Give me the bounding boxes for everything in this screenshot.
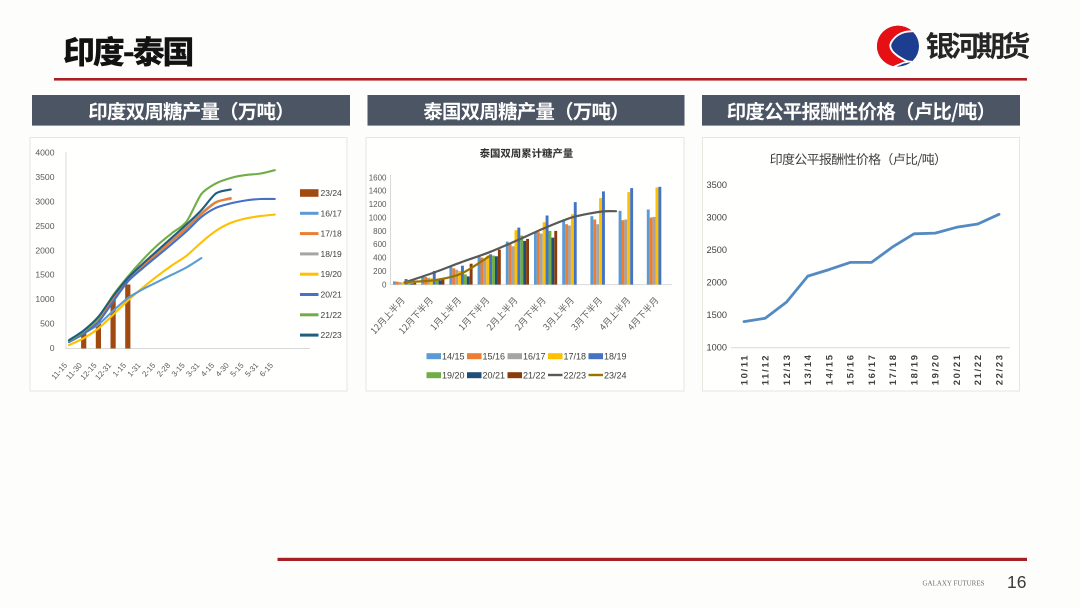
- svg-text:1000: 1000: [707, 343, 727, 353]
- svg-text:800: 800: [373, 227, 387, 236]
- svg-text:2500: 2500: [35, 221, 54, 231]
- svg-text:21/22: 21/22: [321, 310, 343, 320]
- svg-text:17/18: 17/18: [887, 353, 898, 385]
- svg-text:0: 0: [382, 280, 387, 289]
- svg-text:20/21: 20/21: [483, 371, 506, 381]
- svg-text:20/21: 20/21: [321, 290, 343, 300]
- svg-text:21/22: 21/22: [523, 371, 546, 381]
- svg-text:16/17: 16/17: [321, 208, 343, 218]
- svg-text:16/17: 16/17: [866, 353, 877, 385]
- svg-text:600: 600: [373, 240, 387, 249]
- svg-text:16: 16: [1007, 572, 1026, 592]
- svg-text:18/19: 18/19: [908, 353, 919, 385]
- svg-text:10/11: 10/11: [738, 354, 749, 385]
- svg-text:1500: 1500: [707, 310, 727, 320]
- svg-text:1200: 1200: [369, 200, 387, 209]
- svg-text:16/17: 16/17: [523, 352, 546, 362]
- svg-text:21/22: 21/22: [972, 353, 983, 385]
- svg-text:1400: 1400: [369, 187, 387, 196]
- svg-text:19/20: 19/20: [930, 353, 941, 385]
- svg-text:20/21: 20/21: [951, 353, 962, 385]
- svg-text:400: 400: [373, 254, 387, 263]
- svg-text:23/24: 23/24: [321, 188, 343, 198]
- svg-text:19/20: 19/20: [321, 269, 343, 279]
- svg-text:GALAXY FUTURES: GALAXY FUTURES: [923, 579, 985, 588]
- svg-text:22/23: 22/23: [564, 371, 587, 381]
- svg-text:17/18: 17/18: [564, 352, 587, 362]
- svg-text:3000: 3000: [35, 196, 54, 206]
- svg-text:2500: 2500: [707, 245, 727, 255]
- svg-text:22/23: 22/23: [321, 330, 343, 340]
- svg-text:3500: 3500: [35, 172, 54, 182]
- svg-text:15/16: 15/16: [483, 352, 506, 362]
- svg-text:1500: 1500: [35, 270, 54, 280]
- svg-text:3000: 3000: [707, 213, 727, 223]
- svg-text:2000: 2000: [35, 245, 54, 255]
- svg-text:1000: 1000: [369, 213, 387, 222]
- svg-text:23/24: 23/24: [604, 371, 627, 381]
- svg-text:19/20: 19/20: [442, 371, 465, 381]
- svg-text:15/16: 15/16: [845, 353, 856, 385]
- svg-text:3500: 3500: [707, 180, 727, 190]
- svg-text:1600: 1600: [369, 173, 387, 182]
- svg-text:500: 500: [40, 319, 55, 329]
- svg-text:200: 200: [373, 267, 387, 276]
- svg-text:13/14: 13/14: [802, 353, 813, 385]
- svg-text:1000: 1000: [35, 294, 54, 304]
- svg-text:4000: 4000: [35, 148, 54, 158]
- svg-text:11/12: 11/12: [760, 354, 771, 385]
- svg-text:14/15: 14/15: [823, 353, 834, 385]
- svg-text:18/19: 18/19: [321, 249, 343, 259]
- svg-text:17/18: 17/18: [321, 229, 343, 239]
- svg-text:14/15: 14/15: [442, 352, 465, 362]
- svg-text:22/23: 22/23: [993, 353, 1004, 385]
- svg-text:18/19: 18/19: [604, 352, 627, 362]
- svg-text:0: 0: [50, 343, 55, 353]
- svg-text:2000: 2000: [707, 278, 727, 288]
- svg-text:12/13: 12/13: [781, 353, 792, 385]
